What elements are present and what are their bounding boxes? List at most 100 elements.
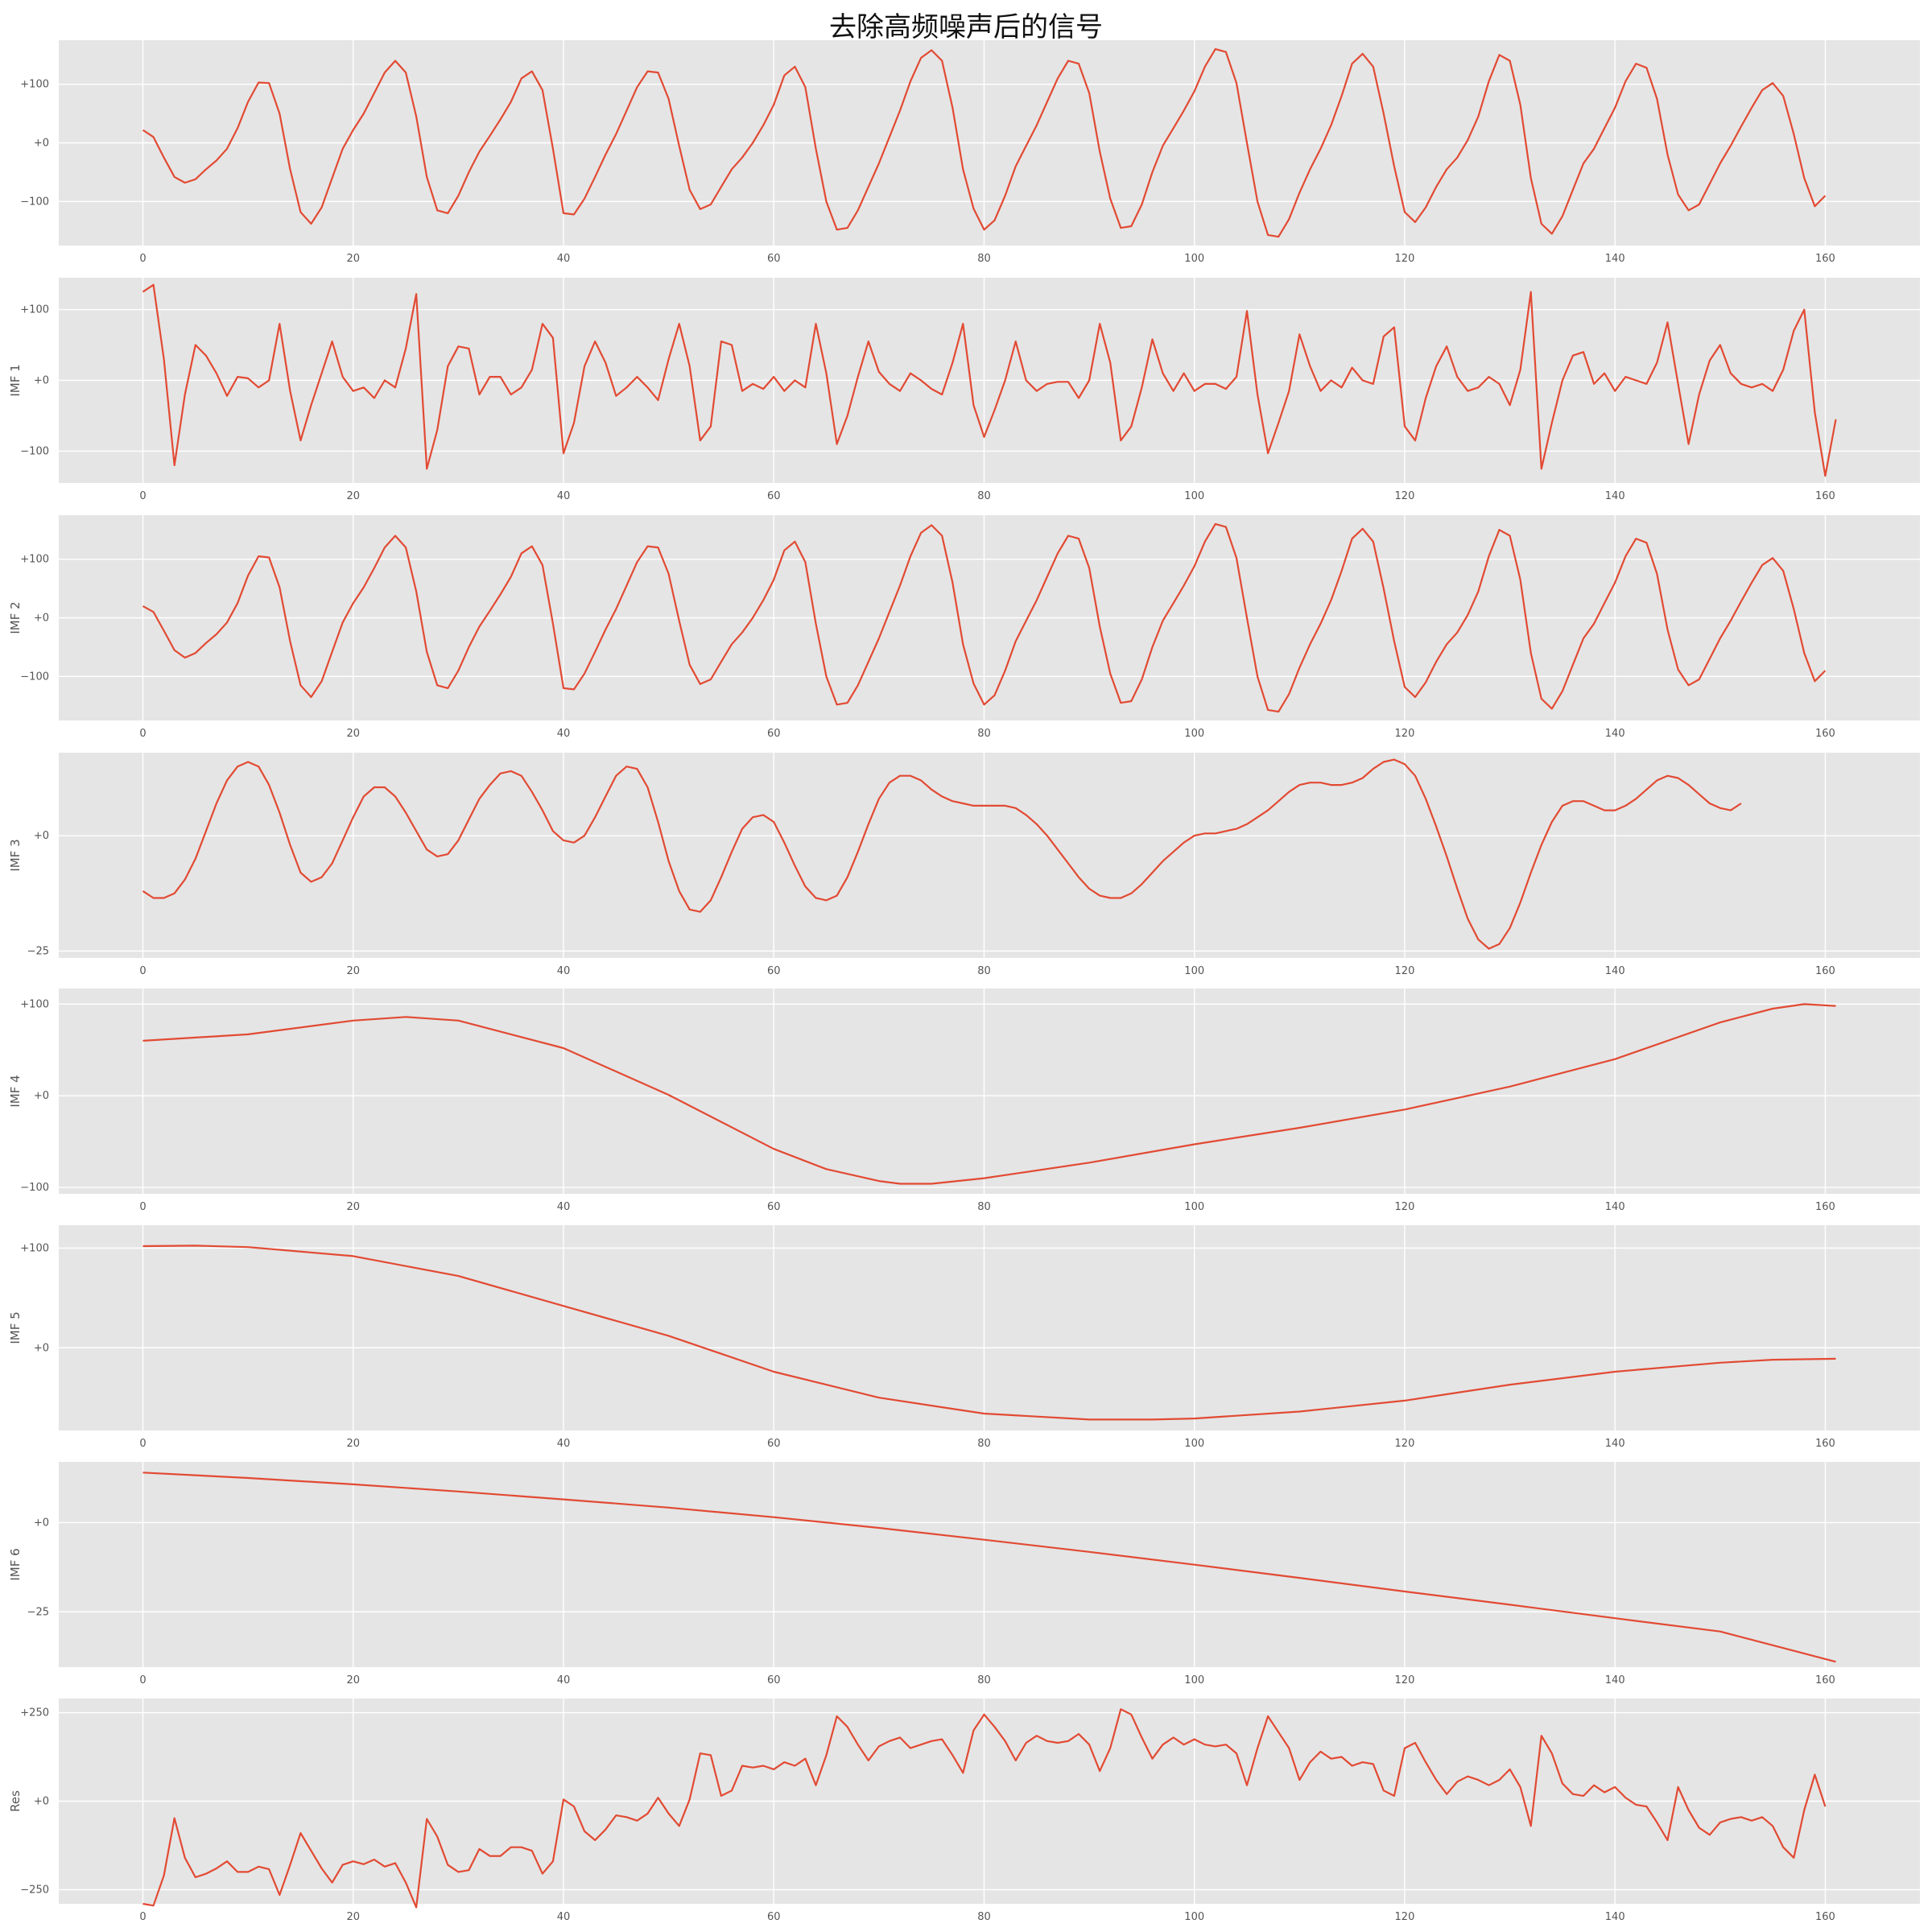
panel-imf4-xtick-label: 80 <box>977 1201 991 1213</box>
panel-imf3-xtick-label: 20 <box>346 965 360 977</box>
panel-imf2-xtick-label: 80 <box>977 728 991 740</box>
panel-imf1-ytick-label: +100 <box>20 304 49 316</box>
panel-res-xtick-label: 160 <box>1815 1911 1835 1923</box>
panel-imf4-xtick-label: 20 <box>346 1201 360 1213</box>
panel-imf5-ytick-label: +100 <box>20 1242 49 1254</box>
panel-imf6-ytick-label: +0 <box>34 1517 49 1529</box>
panel-imf4-ylabel: IMF 4 <box>8 1075 23 1107</box>
panel-imf6-xtick-label: 40 <box>557 1674 571 1686</box>
panel-imf3-ylabel: IMF 3 <box>8 839 23 871</box>
panel-imf2-xtick-label: 40 <box>557 728 571 740</box>
panel-imf3-xtick-label: 80 <box>977 965 991 977</box>
panel-imf6-xtick-label: 60 <box>767 1674 781 1686</box>
panel-signal-series-line <box>142 47 1827 238</box>
panel-imf6-ytick-label: −25 <box>27 1606 49 1618</box>
panel-imf1-series-line <box>142 283 1837 477</box>
panel-imf1-xtick-label: 20 <box>346 490 360 502</box>
panel-imf2-xtick-label: 0 <box>139 728 146 740</box>
panel-imf3-xtick-label: 60 <box>767 965 781 977</box>
panel-imf1-ytick-label: +0 <box>34 375 49 387</box>
panel-imf1-xtick-label: 160 <box>1815 490 1835 502</box>
panel-imf4-series-line <box>142 1003 1836 1185</box>
panel-res-xtick-label: 80 <box>977 1911 991 1923</box>
panel-imf1-xtick-label: 140 <box>1605 490 1625 502</box>
panel-imf4-ytick-label: −100 <box>20 1182 49 1194</box>
panel-imf3-xtick-label: 120 <box>1395 965 1415 977</box>
panel-imf2-xtick-label: 160 <box>1815 728 1835 740</box>
panel-imf5-xtick-label: 140 <box>1605 1438 1625 1450</box>
panel-imf2-ylabel: IMF 2 <box>8 601 23 634</box>
panel-imf5-xtick-label: 20 <box>346 1438 360 1450</box>
panel-imf1-xtick-label: 40 <box>557 490 571 502</box>
panel-imf5-xtick-label: 60 <box>767 1438 781 1450</box>
panel-signal-xtick-label: 100 <box>1184 253 1204 265</box>
panel-imf2-ytick-label: +100 <box>20 554 49 566</box>
panel-signal-xtick-label: 160 <box>1815 253 1835 265</box>
panel-imf6-xtick-label: 0 <box>139 1674 146 1686</box>
panel-imf4-xtick-label: 60 <box>767 1201 781 1213</box>
panel-imf6-xtick-label: 120 <box>1395 1674 1415 1686</box>
panel-imf1-xtick-label: 120 <box>1395 490 1415 502</box>
panel-imf3-ytick-label: +0 <box>34 830 49 842</box>
panel-imf1-ylabel: IMF 1 <box>8 364 23 396</box>
panel-imf5-xtick-label: 0 <box>139 1438 146 1450</box>
panel-signal-ytick-label: −100 <box>20 196 49 208</box>
panel-signal-xtick-label: 40 <box>557 253 571 265</box>
panel-imf6-series-line <box>142 1472 1836 1663</box>
panel-signal-ytick-label: +100 <box>20 79 49 91</box>
panel-imf2-xtick-label: 100 <box>1184 728 1204 740</box>
panel-imf6-ylabel: IMF 6 <box>8 1548 23 1580</box>
panel-imf3-xtick-label: 40 <box>557 965 571 977</box>
panel-signal-xtick-label: 120 <box>1395 253 1415 265</box>
panel-imf5-xtick-label: 40 <box>557 1438 571 1450</box>
panel-imf4-xtick-label: 0 <box>139 1201 146 1213</box>
panel-imf5-xtick-label: 120 <box>1395 1438 1415 1450</box>
panel-res-xtick-label: 60 <box>767 1911 781 1923</box>
panel-signal-xtick-label: 80 <box>977 253 991 265</box>
panel-imf4-xtick-label: 40 <box>557 1201 571 1213</box>
panel-signal-xtick-label: 20 <box>346 253 360 265</box>
panel-res-xtick-label: 20 <box>346 1911 360 1923</box>
panel-imf3-xtick-label: 100 <box>1184 965 1204 977</box>
panel-imf3-xtick-label: 140 <box>1605 965 1625 977</box>
panel-imf5-xtick-label: 100 <box>1184 1438 1204 1450</box>
panel-signal-xtick-label: 140 <box>1605 253 1625 265</box>
panel-signal-ytick-label: +0 <box>34 138 49 150</box>
panel-signal-xtick-label: 60 <box>767 253 781 265</box>
panel-imf6-xtick-label: 100 <box>1184 1674 1204 1686</box>
panel-imf4-ytick-label: +100 <box>20 998 49 1010</box>
panel-imf6-xtick-label: 160 <box>1815 1674 1835 1686</box>
panel-imf4-xtick-label: 160 <box>1815 1201 1835 1213</box>
panel-imf4-background <box>59 989 1920 1194</box>
panel-imf3-series-line <box>142 758 1742 950</box>
panel-imf3-xtick-label: 0 <box>139 965 146 977</box>
panel-res-xtick-label: 140 <box>1605 1911 1625 1923</box>
panel-res-xtick-label: 100 <box>1184 1911 1204 1923</box>
panel-res-ylabel: Res <box>8 1790 23 1812</box>
panel-imf5-series-line <box>142 1245 1836 1421</box>
panel-imf5-xtick-label: 160 <box>1815 1438 1835 1450</box>
panel-imf6-background <box>59 1462 1920 1667</box>
panel-imf3-background <box>59 753 1920 958</box>
panel-imf2-ytick-label: −100 <box>20 671 49 683</box>
panel-imf5-ytick-label: +0 <box>34 1342 49 1354</box>
panel-imf3-ytick-label: −25 <box>27 945 49 957</box>
chart-title: 去除高频噪声后的信号 <box>829 11 1103 43</box>
panel-imf2-ytick-label: +0 <box>34 613 49 625</box>
panel-imf1-ytick-label: −100 <box>20 445 49 457</box>
panel-imf2-series-line <box>142 522 1827 713</box>
panel-res-xtick-label: 40 <box>557 1911 571 1923</box>
panel-res-xtick-label: 120 <box>1395 1911 1415 1923</box>
panel-signal-xtick-label: 0 <box>139 253 146 265</box>
panel-imf6-xtick-label: 80 <box>977 1674 991 1686</box>
panel-imf1-xtick-label: 80 <box>977 490 991 502</box>
panel-imf2-xtick-label: 140 <box>1605 728 1625 740</box>
panel-imf1-xtick-label: 100 <box>1184 490 1204 502</box>
panel-imf3-xtick-label: 160 <box>1815 965 1835 977</box>
panel-imf5-xtick-label: 80 <box>977 1438 991 1450</box>
panel-res-series-line <box>142 1708 1827 1909</box>
panel-imf6-xtick-label: 140 <box>1605 1674 1625 1686</box>
panel-imf4-ytick-label: +0 <box>34 1090 49 1102</box>
panel-imf4-xtick-label: 100 <box>1184 1201 1204 1213</box>
